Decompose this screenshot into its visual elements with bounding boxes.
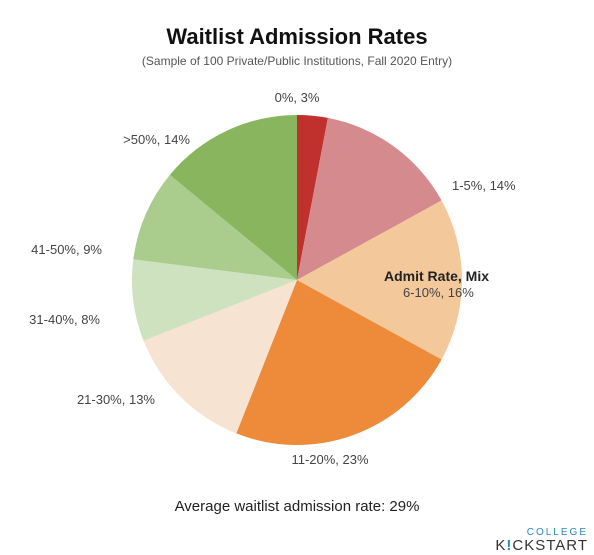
- slice-label: 6-10%, 16%: [403, 285, 474, 300]
- slice-label: >50%, 14%: [123, 132, 190, 147]
- slice-label: 21-30%, 13%: [77, 392, 155, 407]
- logo-bottom: K!CKSTART: [495, 538, 588, 553]
- brand-logo: COLLEGE K!CKSTART: [495, 528, 588, 553]
- slice-label: 0%, 3%: [275, 90, 320, 105]
- chart-footer: Average waitlist admission rate: 29%: [0, 498, 594, 515]
- slice-label: 11-20%, 23%: [291, 452, 368, 467]
- slice-label: 1-5%, 14%: [452, 178, 516, 193]
- pie-chart: [0, 0, 594, 555]
- center-label: Admit Rate, Mix: [384, 268, 489, 284]
- slice-label: 31-40%, 8%: [29, 312, 100, 327]
- slice-label: 41-50%, 9%: [31, 242, 102, 257]
